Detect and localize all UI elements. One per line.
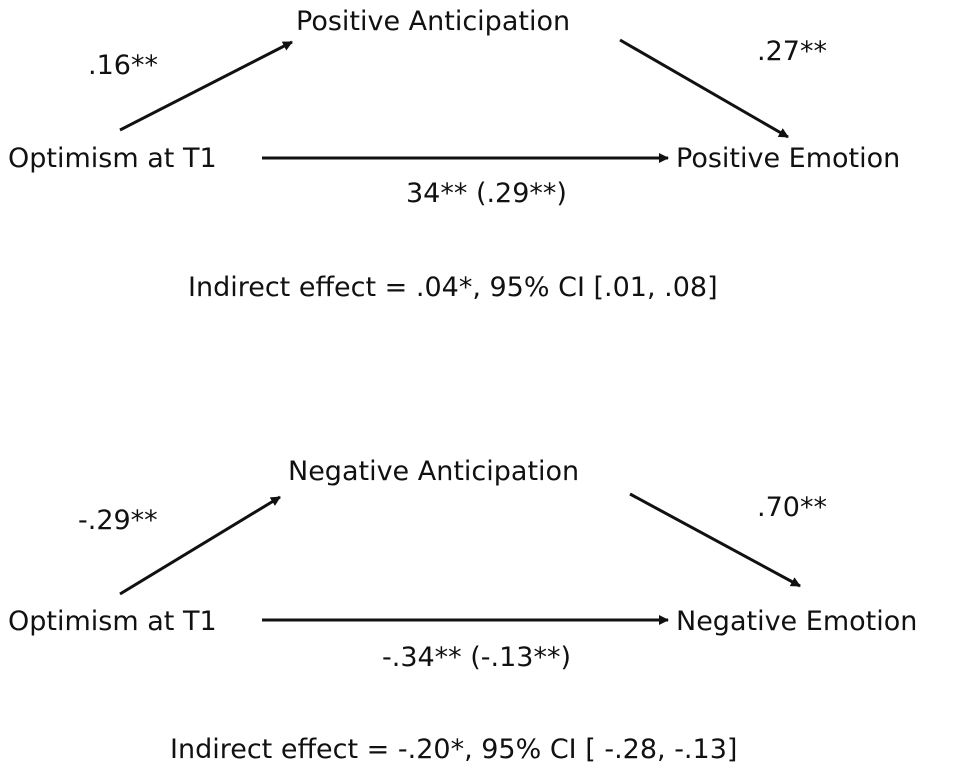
model2-outcome-label: Negative Emotion [676,606,918,637]
model1-outcome-label: Positive Emotion [676,143,901,174]
model1-predictor-label: Optimism at T1 [8,143,217,174]
model2-indirect-effect: Indirect effect = -.20*, 95% CI [ -.28, … [170,734,738,765]
model1-path-a-coefficient: .16** [88,50,158,81]
model1-arrow-a [119,40,293,132]
model1-path-c-coefficient: 34** (.29**) [406,178,567,209]
model1-indirect-effect: Indirect effect = .04*, 95% CI [.01, .08… [188,272,718,303]
model2-mediator-label: Negative Anticipation [288,456,580,487]
model2-path-c-coefficient: -.34** (-.13**) [382,642,572,673]
model1-mediator-label: Positive Anticipation [296,6,571,37]
model2-arrow-a [119,495,281,596]
model1-path-b-coefficient: .27** [757,36,827,67]
model2-path-a-coefficient: -.29** [78,505,158,536]
model2-arrow-b [629,492,801,588]
model1-arrow-b [619,38,789,139]
model2-path-b-coefficient: .70** [757,492,827,523]
model2-predictor-label: Optimism at T1 [8,606,217,637]
